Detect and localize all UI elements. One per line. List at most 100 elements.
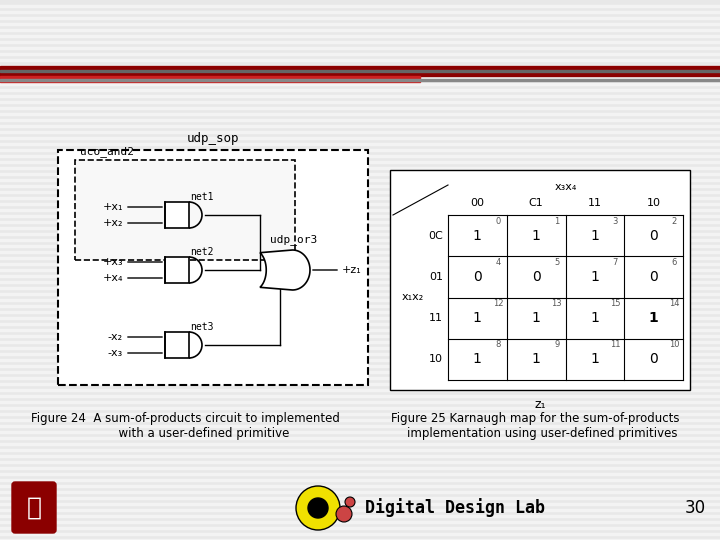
- Bar: [345, 72, 346, 80]
- Bar: [171, 72, 172, 80]
- Bar: [130, 72, 131, 80]
- Bar: [119, 72, 120, 80]
- Bar: [385, 72, 386, 80]
- Circle shape: [296, 486, 340, 530]
- Bar: [189, 72, 190, 80]
- Bar: [298, 72, 299, 80]
- Bar: [160, 72, 161, 80]
- Bar: [322, 72, 323, 80]
- Bar: [294, 72, 295, 80]
- Bar: [352, 72, 353, 80]
- Bar: [320, 72, 321, 80]
- Bar: [127, 72, 128, 80]
- Bar: [103, 72, 104, 80]
- Bar: [379, 72, 380, 80]
- Text: 7: 7: [613, 258, 618, 267]
- Bar: [48, 72, 49, 80]
- Bar: [220, 72, 221, 80]
- Bar: [202, 72, 203, 80]
- Bar: [219, 72, 220, 80]
- Bar: [18, 72, 19, 80]
- Bar: [71, 72, 72, 80]
- Bar: [70, 72, 71, 80]
- Bar: [229, 72, 230, 80]
- Bar: [214, 72, 215, 80]
- Bar: [255, 72, 256, 80]
- Bar: [0, 70, 720, 72]
- Bar: [412, 72, 413, 80]
- Bar: [340, 72, 341, 80]
- Bar: [194, 72, 195, 80]
- Bar: [357, 72, 358, 80]
- Text: 1: 1: [590, 311, 599, 325]
- Bar: [209, 72, 210, 80]
- Bar: [243, 72, 244, 80]
- Bar: [175, 72, 176, 80]
- Bar: [301, 72, 302, 80]
- Bar: [72, 72, 73, 80]
- Bar: [101, 72, 102, 80]
- Bar: [251, 72, 252, 80]
- Bar: [165, 72, 166, 80]
- Bar: [14, 72, 15, 80]
- Bar: [316, 72, 317, 80]
- Bar: [323, 72, 324, 80]
- Text: 12: 12: [492, 299, 503, 308]
- Bar: [344, 72, 345, 80]
- Circle shape: [336, 506, 352, 522]
- Bar: [106, 72, 107, 80]
- Text: 1: 1: [531, 311, 541, 325]
- Bar: [110, 72, 111, 80]
- Bar: [64, 72, 65, 80]
- Bar: [318, 72, 319, 80]
- Bar: [11, 72, 12, 80]
- Bar: [190, 72, 191, 80]
- Bar: [361, 72, 362, 80]
- Bar: [291, 72, 292, 80]
- Bar: [94, 72, 95, 80]
- Bar: [360, 72, 361, 80]
- Bar: [164, 72, 165, 80]
- Text: 1: 1: [554, 217, 559, 226]
- Bar: [413, 72, 414, 80]
- Bar: [382, 72, 383, 80]
- Bar: [142, 72, 143, 80]
- Bar: [0, 72, 1, 80]
- Bar: [383, 72, 384, 80]
- Bar: [2, 72, 3, 80]
- Text: 5: 5: [554, 258, 559, 267]
- Bar: [7, 72, 8, 80]
- Bar: [215, 72, 216, 80]
- Bar: [155, 72, 156, 80]
- Bar: [337, 72, 338, 80]
- Bar: [359, 72, 360, 80]
- Bar: [177, 72, 178, 80]
- Bar: [100, 72, 101, 80]
- Text: +z₁: +z₁: [342, 265, 361, 275]
- Bar: [90, 72, 91, 80]
- Text: -x₃: -x₃: [108, 348, 123, 358]
- Bar: [55, 72, 56, 80]
- Bar: [95, 72, 96, 80]
- Bar: [237, 72, 238, 80]
- Text: 11: 11: [429, 313, 443, 323]
- Bar: [346, 72, 347, 80]
- Text: 2: 2: [672, 217, 677, 226]
- Text: udp_or3: udp_or3: [270, 234, 318, 245]
- Bar: [21, 72, 22, 80]
- Bar: [389, 72, 390, 80]
- Bar: [253, 72, 254, 80]
- Bar: [144, 72, 145, 80]
- Text: 1: 1: [531, 353, 541, 366]
- Bar: [58, 72, 59, 80]
- Bar: [111, 72, 112, 80]
- Bar: [387, 72, 388, 80]
- Circle shape: [345, 497, 355, 507]
- Bar: [199, 72, 200, 80]
- Bar: [299, 72, 300, 80]
- Bar: [376, 72, 377, 80]
- Text: 10: 10: [669, 340, 680, 349]
- Bar: [168, 72, 169, 80]
- Bar: [31, 72, 32, 80]
- Text: 14: 14: [669, 299, 680, 308]
